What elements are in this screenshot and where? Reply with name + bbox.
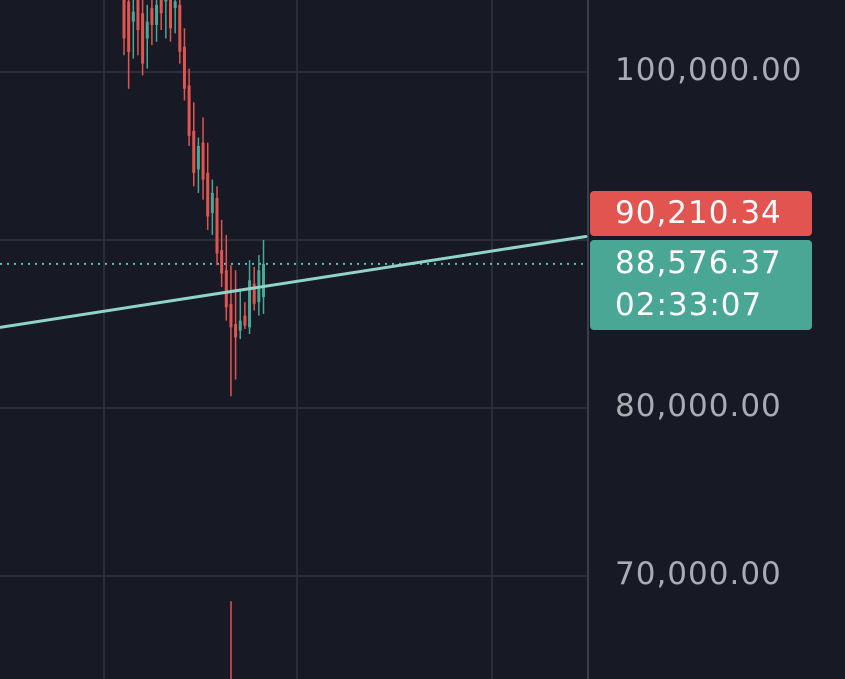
candle-body: [229, 303, 233, 328]
candle-body: [131, 11, 135, 22]
candle-body: [224, 270, 228, 308]
candle-countdown-timer: 02:33:07: [615, 287, 763, 323]
candle-body: [145, 21, 149, 39]
chart-grid: [0, 0, 589, 679]
candle-body: [173, 1, 177, 9]
candle-body: [248, 280, 252, 328]
candle-body: [234, 324, 238, 338]
candle-body: [159, 0, 163, 14]
candle-body: [178, 4, 182, 52]
candlestick-series: [122, 0, 265, 679]
candle-body: [164, 0, 168, 2]
price-axis-label-100000: 100,000.00: [615, 52, 803, 88]
candle-body: [187, 85, 191, 136]
candle-body: [196, 145, 200, 170]
candle-body: [141, 13, 145, 64]
candle-body: [206, 172, 210, 217]
candle-body: [238, 320, 242, 331]
candle-body: [136, 0, 140, 30]
candle-body: [192, 130, 196, 173]
trendline-price-badge: 90,210.34: [590, 191, 812, 236]
candle-body: [127, 1, 131, 52]
candle-body: [210, 192, 214, 214]
candle-body: [201, 142, 205, 180]
last-price-badge: 88,576.37 02:33:07: [590, 240, 812, 330]
candle-body: [215, 198, 219, 254]
trendline[interactable]: [0, 234, 588, 329]
candle-body: [155, 4, 159, 25]
price-axis-label-70000: 70,000.00: [615, 556, 782, 592]
candle-body: [220, 250, 224, 274]
candle-body: [182, 46, 186, 89]
candle-body: [243, 315, 247, 326]
candle-body: [122, 0, 126, 39]
last-price-value: 88,576.37: [615, 245, 782, 281]
price-axis-label-80000: 80,000.00: [615, 388, 782, 424]
candle-body: [262, 263, 265, 298]
candle-body: [150, 8, 154, 25]
candle-body: [169, 0, 172, 29]
candle-body: [252, 283, 256, 304]
